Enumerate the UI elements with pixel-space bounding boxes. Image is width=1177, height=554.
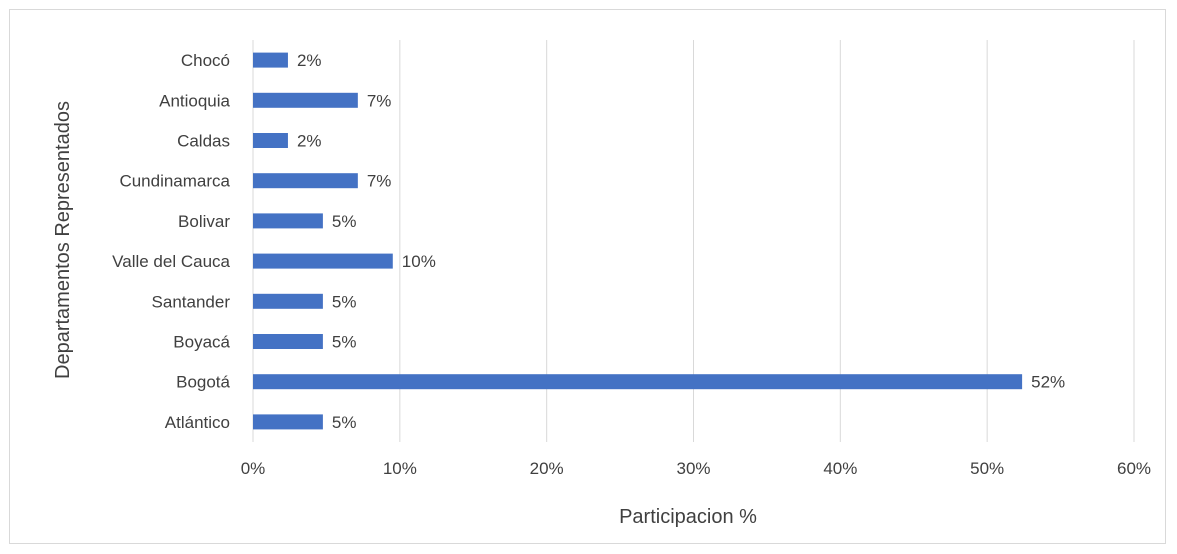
bar: [253, 52, 288, 68]
data-label: 7%: [367, 172, 392, 191]
bar: [253, 293, 323, 309]
y-axis-title: Departamentos Representados: [52, 101, 74, 379]
data-label: 5%: [332, 212, 357, 231]
data-label: 10%: [402, 252, 436, 271]
category-label: Cundinamarca: [119, 172, 230, 191]
x-tick-label: 0%: [241, 459, 266, 478]
category-label: Caldas: [177, 132, 230, 151]
bars: [253, 52, 1023, 430]
category-label: Atlántico: [165, 413, 230, 432]
x-tick-label: 30%: [676, 459, 710, 478]
data-label: 2%: [297, 51, 322, 70]
category-label: Antioquia: [159, 91, 230, 110]
category-label: Bolivar: [178, 212, 230, 231]
x-tick-labels: 0% 10% 20% 30% 40% 50% 60%: [241, 459, 1151, 478]
category-label: Boyacá: [173, 333, 230, 352]
x-tick-label: 40%: [823, 459, 857, 478]
x-tick-label: 10%: [383, 459, 417, 478]
data-label: 5%: [332, 413, 357, 432]
x-tick-label: 20%: [530, 459, 564, 478]
data-label: 5%: [332, 292, 357, 311]
x-axis-title: Participacion %: [619, 506, 757, 528]
bar: [253, 213, 323, 229]
category-label: Chocó: [181, 51, 230, 70]
data-labels: 5% 52% 5% 5% 10% 5% 7% 2% 7% 2%: [297, 51, 1065, 432]
data-label: 5%: [332, 333, 357, 352]
category-labels: Atlántico Bogotá Boyacá Santander Valle del …: [112, 51, 230, 432]
chart-frame: [9, 9, 1166, 544]
bar: [253, 414, 323, 430]
category-label: Valle del Cauca: [112, 252, 230, 271]
bar: [253, 173, 358, 189]
bar: [253, 334, 323, 349]
bar: [253, 92, 358, 108]
bar: [253, 374, 1023, 390]
data-label: 52%: [1031, 373, 1065, 392]
data-label: 2%: [297, 132, 322, 151]
category-label: Santander: [152, 292, 231, 311]
x-tick-label: 60%: [1117, 459, 1151, 478]
data-label: 7%: [367, 91, 392, 110]
bar: [253, 253, 393, 269]
bar: [253, 133, 288, 148]
x-tick-label: 50%: [970, 459, 1004, 478]
category-label: Bogotá: [176, 373, 230, 392]
